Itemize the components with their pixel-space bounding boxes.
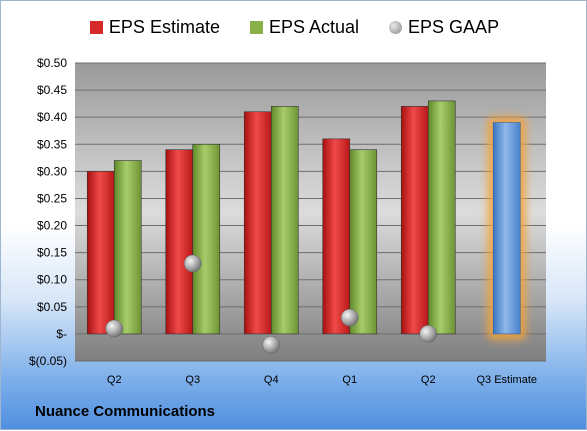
bar-eps-actual	[270, 106, 299, 335]
legend-swatch-eps-estimate	[89, 21, 103, 34]
bar-eps-estimate	[86, 171, 115, 335]
y-tick-label: $0.15	[37, 246, 67, 260]
legend-item-eps-actual: EPS Actual	[249, 17, 360, 38]
y-tick-label: $0.10	[37, 273, 67, 287]
bar-eps-estimate	[165, 149, 194, 335]
point-eps-gaap	[105, 319, 123, 338]
bar-eps-estimate	[322, 138, 351, 335]
bar-q3-estimate	[492, 122, 521, 335]
y-tick-label: $0.20	[37, 219, 67, 233]
y-tick-label: $0.05	[37, 300, 67, 314]
legend-item-eps-gaap: EPS GAAP	[389, 17, 499, 38]
y-tick-label: $0.40	[37, 110, 67, 124]
bar-eps-actual	[113, 160, 142, 335]
legend: EPS Estimate EPS Actual EPS GAAP	[1, 17, 587, 38]
bar-eps-actual	[349, 149, 378, 335]
legend-label-eps-gaap: EPS GAAP	[408, 17, 500, 37]
x-tick-label: Q4	[264, 374, 279, 386]
bar-eps-estimate	[400, 106, 429, 335]
bar-eps-estimate	[243, 111, 272, 335]
y-tick-label: $0.45	[37, 83, 67, 97]
y-tick-label: $(0.05)	[29, 354, 67, 368]
chart-footer-title: Nuance Communications	[35, 403, 216, 420]
x-tick-label: Q1	[342, 374, 357, 386]
plot-area	[75, 63, 546, 361]
x-tick-label: Q3	[185, 374, 200, 386]
x-tick-label: Q3 Estimate	[476, 374, 537, 386]
legend-swatch-eps-gaap	[389, 21, 403, 34]
y-tick-label: $0.35	[37, 137, 67, 151]
y-tick-label: $0.25	[37, 191, 67, 205]
point-eps-gaap	[184, 254, 202, 273]
bar-eps-actual	[192, 143, 221, 335]
y-tick-label: $-	[56, 327, 67, 341]
legend-label-eps-estimate: EPS Estimate	[108, 17, 220, 37]
point-eps-gaap	[262, 335, 280, 354]
bar-eps-actual	[427, 100, 456, 335]
point-eps-gaap	[419, 325, 437, 343]
y-tick-label: $0.30	[37, 164, 67, 178]
x-tick-label: Q2	[421, 374, 436, 386]
y-tick-label: $0.50	[37, 56, 67, 70]
point-eps-gaap	[341, 308, 359, 327]
legend-item-eps-estimate: EPS Estimate	[89, 17, 220, 38]
x-tick-label: Q2	[107, 374, 122, 386]
legend-swatch-eps-actual	[249, 21, 263, 34]
legend-label-eps-actual: EPS Actual	[268, 17, 360, 37]
